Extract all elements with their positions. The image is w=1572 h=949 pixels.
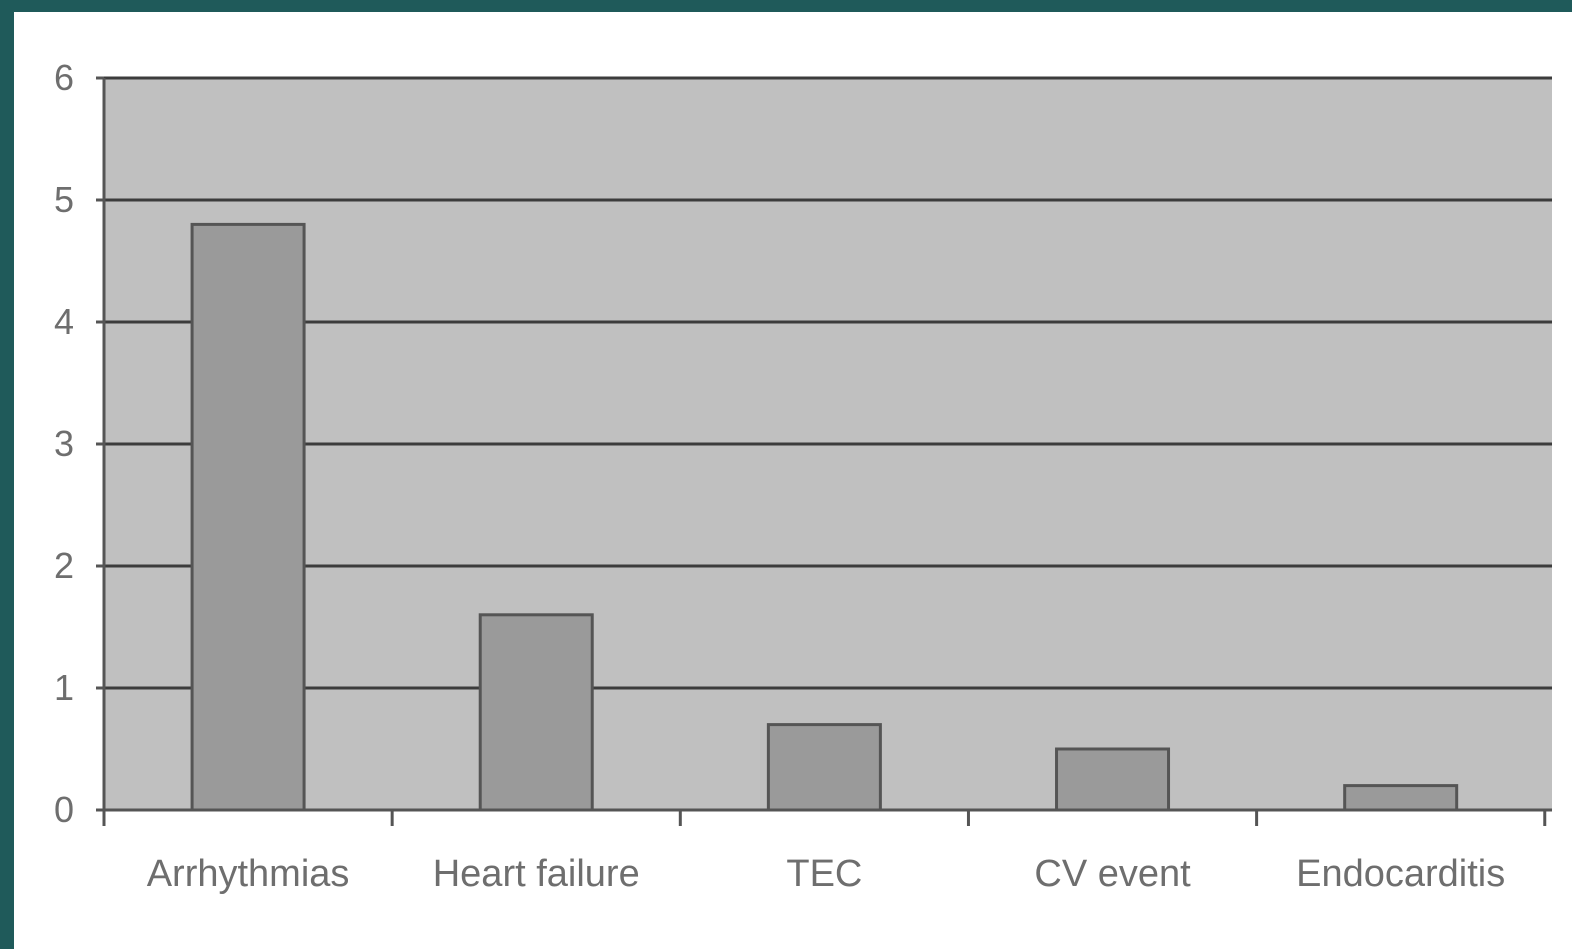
- bar: [1055, 747, 1171, 812]
- x-tick-label: Endocarditis: [1296, 853, 1505, 895]
- gridlines: [104, 76, 1552, 690]
- y-tick-label: 2: [54, 545, 74, 586]
- y-axis-tick-labels: 0 1 2 3 4 5 6: [54, 57, 74, 830]
- x-tick-label: CV event: [1034, 853, 1191, 895]
- x-axis-tick-labels: Arrhythmias Heart failure TEC CV event Endoc…: [147, 853, 1506, 895]
- bar: [190, 222, 306, 812]
- axes: [96, 76, 1552, 826]
- y-tick-label: 3: [54, 423, 74, 464]
- bar: [1343, 784, 1459, 812]
- y-tick-label: 6: [54, 57, 74, 98]
- bar-series: [190, 222, 1459, 812]
- x-tick-label: Arrhythmias: [147, 853, 350, 895]
- y-tick-label: 1: [54, 667, 74, 708]
- bar: [478, 613, 594, 812]
- y-tick-label: 5: [54, 179, 74, 220]
- x-tick-label: TEC: [786, 853, 862, 895]
- y-tick-label: 4: [54, 301, 74, 342]
- bar: [766, 723, 882, 812]
- x-tick-label: Heart failure: [433, 853, 640, 895]
- y-tick-label: 0: [54, 789, 74, 830]
